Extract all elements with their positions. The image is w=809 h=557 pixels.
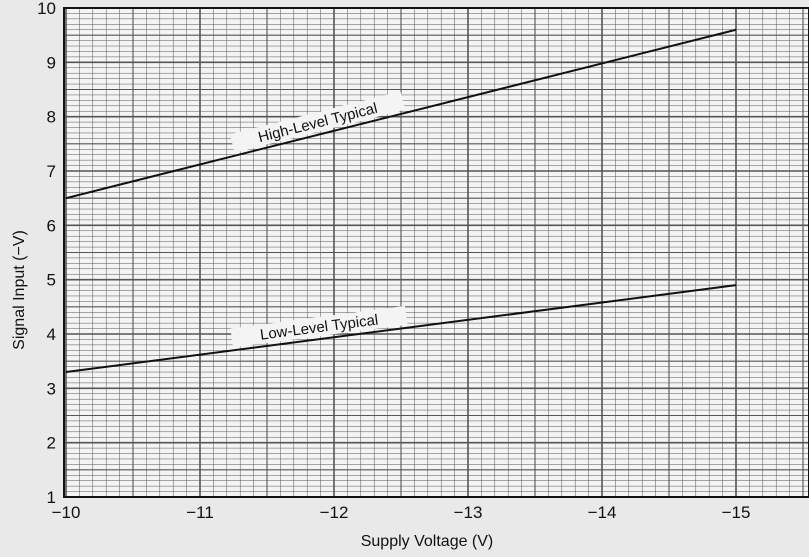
y-tick-label: 6	[47, 216, 56, 235]
y-tick-label: 7	[47, 162, 56, 181]
x-tick-label: −14	[588, 503, 617, 522]
grid	[63, 7, 809, 498]
y-tick-label: 1	[47, 488, 56, 507]
y-tick-label: 8	[47, 108, 56, 127]
series-line-low-level	[65, 284, 737, 374]
x-tick-label: −12	[320, 503, 349, 522]
y-tick-label: 2	[47, 434, 56, 453]
series-line-high-level	[65, 28, 737, 200]
series-label-background	[230, 305, 408, 348]
plot-frame	[63, 7, 809, 498]
y-tick-label: 4	[47, 325, 56, 344]
y-tick-label: 10	[37, 0, 56, 18]
x-tick-label: −13	[454, 503, 483, 522]
x-tick-label: −15	[722, 503, 751, 522]
series-label-background	[229, 91, 406, 153]
y-tick-label: 9	[47, 53, 56, 72]
x-axis-label: Supply Voltage (V)	[361, 533, 494, 550]
x-tick-label: −11	[186, 503, 214, 522]
y-tick-label: 5	[47, 271, 56, 290]
x-tick-label: −10	[52, 503, 81, 522]
y-tick-label: 3	[47, 379, 56, 398]
tick-labels: −10 −11 −12 −13 −14 −15 1 2 3 4 5 6 7 8 9 10	[37, 0, 750, 522]
y-axis-label: Signal Input (−V)	[11, 230, 28, 350]
series-lines	[65, 28, 737, 374]
